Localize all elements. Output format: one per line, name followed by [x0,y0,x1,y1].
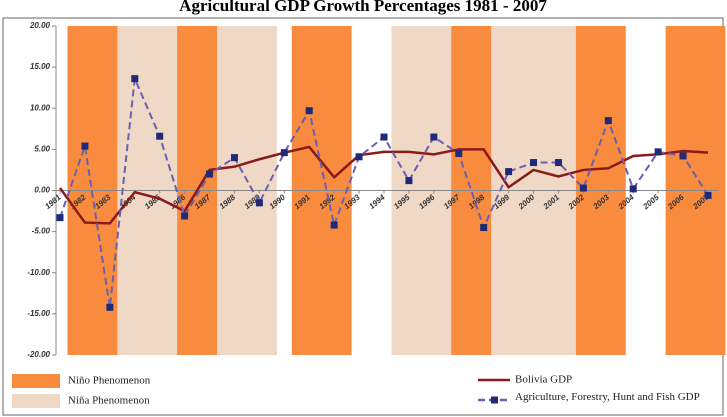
marker [455,149,463,157]
y-tick-label: 15.00 [30,62,51,71]
marker [679,152,687,160]
marker [255,199,263,207]
legend-label: Niña Phenomenon [68,395,150,407]
y-tick-label: 5.00 [34,144,50,153]
marker [305,107,313,115]
legend-label: Niño Phenomenon [68,375,151,387]
legend-marker [491,396,498,404]
y-tick-label: 10.00 [30,103,51,112]
marker [554,159,562,167]
y-tick-label: -10.00 [27,268,50,277]
marker [629,185,637,193]
x-tick-label: 1981 [43,192,63,211]
y-tick-label: -20.00 [27,350,50,359]
marker [480,224,488,232]
x-tick-label: 1994 [367,192,387,211]
marker [156,132,164,140]
marker [280,149,288,157]
legend: Niño Phenomenon Niña Phenomenon Bolivia GD… [12,374,572,408]
series-line [58,145,709,225]
marker [330,221,338,229]
y-tick-label: -15.00 [27,309,50,318]
marker [131,75,139,83]
marker [106,303,114,311]
marker [380,133,388,141]
marker [704,191,712,199]
chart-title: Agricultural GDP Growth Percentages 1981… [179,0,547,15]
legend-swatch [12,394,60,408]
y-tick-label: -5.00 [32,227,51,236]
y-tick-label: 20.00 [29,21,51,30]
marker [181,212,189,220]
lines [56,74,712,311]
marker [579,184,587,192]
y-tick-label: 0.00 [34,186,50,195]
x-tick-label: 2005 [641,192,662,211]
marker [505,168,513,176]
marker [230,154,238,162]
marker [405,177,413,185]
marker [56,214,64,222]
marker [81,142,89,150]
legend-label: Agriculture, Forestry, Hunt and Fish GDP [515,391,700,403]
marker [430,133,438,141]
legend-label: Bolivia GDP [515,374,572,386]
marker [604,117,612,125]
legend-swatch [12,374,60,388]
marker [206,170,214,178]
marker [654,148,662,156]
marker [355,153,363,161]
marker [530,159,538,167]
